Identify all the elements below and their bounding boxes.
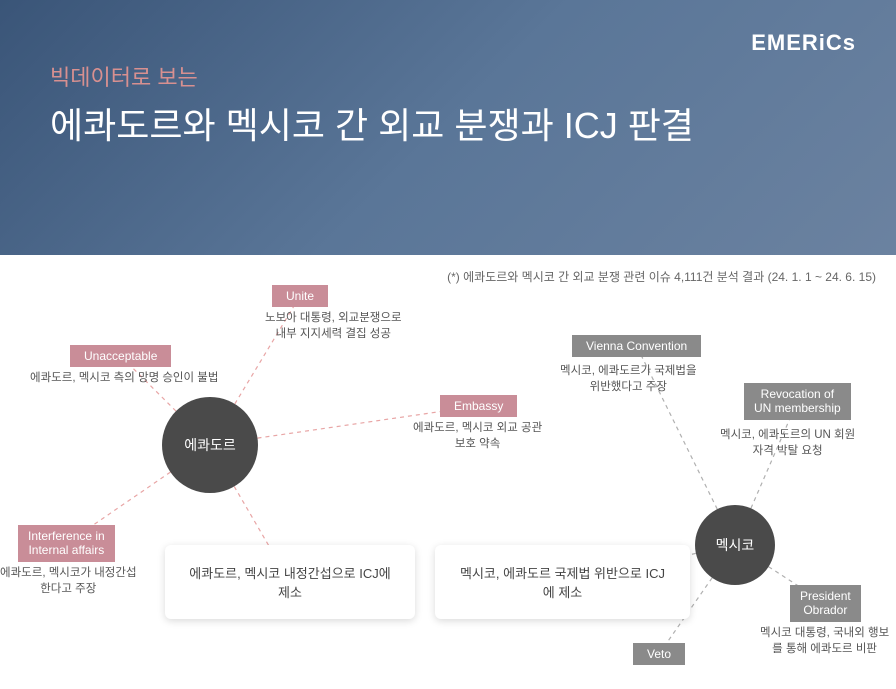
edge-layer — [0, 255, 896, 689]
tag-label: Vienna Convention — [586, 339, 687, 353]
header: EMERiCs 빅데이터로 보는 에콰도르와 멕시코 간 외교 분쟁과 ICJ … — [0, 0, 896, 255]
header-subtitle: 빅데이터로 보는 — [50, 60, 846, 92]
desc-unacceptable: 에콰도르, 멕시코 측의 망명 승인이 불법 — [30, 370, 218, 386]
box-text: 에콰도르, 멕시코 내정간섭으로 ICJ에 제소 — [189, 566, 390, 600]
box-text: 멕시코, 에콰도르 국제법 위반으로 ICJ에 제소 — [460, 566, 665, 600]
header-title: 에콰도르와 멕시코 간 외교 분쟁과 ICJ 판결 — [50, 102, 846, 151]
tag-label: Unacceptable — [84, 349, 157, 363]
node-mexico: 멕시코 — [695, 505, 775, 585]
tag-obrador: PresidentObrador — [790, 585, 861, 622]
desc-obrador: 멕시코 대통령, 국내외 행보를 통해 에콰도르 비판 — [760, 625, 889, 657]
tag-label: Unite — [286, 289, 314, 303]
box-mexico-icj: 멕시코, 에콰도르 국제법 위반으로 ICJ에 제소 — [435, 545, 690, 619]
tag-embassy: Embassy — [440, 395, 517, 417]
tag-label: Embassy — [454, 399, 503, 413]
tag-veto: Veto — [633, 643, 685, 665]
tag-unite: Unite — [272, 285, 328, 307]
box-ecuador-icj: 에콰도르, 멕시코 내정간섭으로 ICJ에 제소 — [165, 545, 415, 619]
node-label: 에콰도르 — [184, 435, 236, 455]
tag-unacceptable: Unacceptable — [70, 345, 171, 367]
tag-label: Veto — [647, 647, 671, 661]
desc-interference: 에콰도르, 멕시코가 내정간섭한다고 주장 — [0, 565, 137, 597]
tag-vienna: Vienna Convention — [572, 335, 701, 357]
desc-revocation: 멕시코, 에콰도르의 UN 회원자격 박탈 요청 — [720, 427, 855, 459]
logo: EMERiCs — [751, 30, 856, 56]
node-label: 멕시코 — [716, 535, 755, 555]
desc-unite: 노보아 대통령, 외교분쟁으로내부 지지세력 결집 성공 — [265, 310, 402, 342]
tag-revocation: Revocation ofUN membership — [744, 383, 851, 420]
desc-vienna: 멕시코, 에콰도르가 국제법을위반했다고 주장 — [560, 363, 697, 395]
diagram: 에콰도르 멕시코 Unite 노보아 대통령, 외교분쟁으로내부 지지세력 결집… — [0, 255, 896, 689]
node-ecuador: 에콰도르 — [162, 397, 258, 493]
desc-embassy: 에콰도르, 멕시코 외교 공관보호 약속 — [413, 420, 542, 452]
tag-interference: Interference inInternal affairs — [18, 525, 115, 562]
